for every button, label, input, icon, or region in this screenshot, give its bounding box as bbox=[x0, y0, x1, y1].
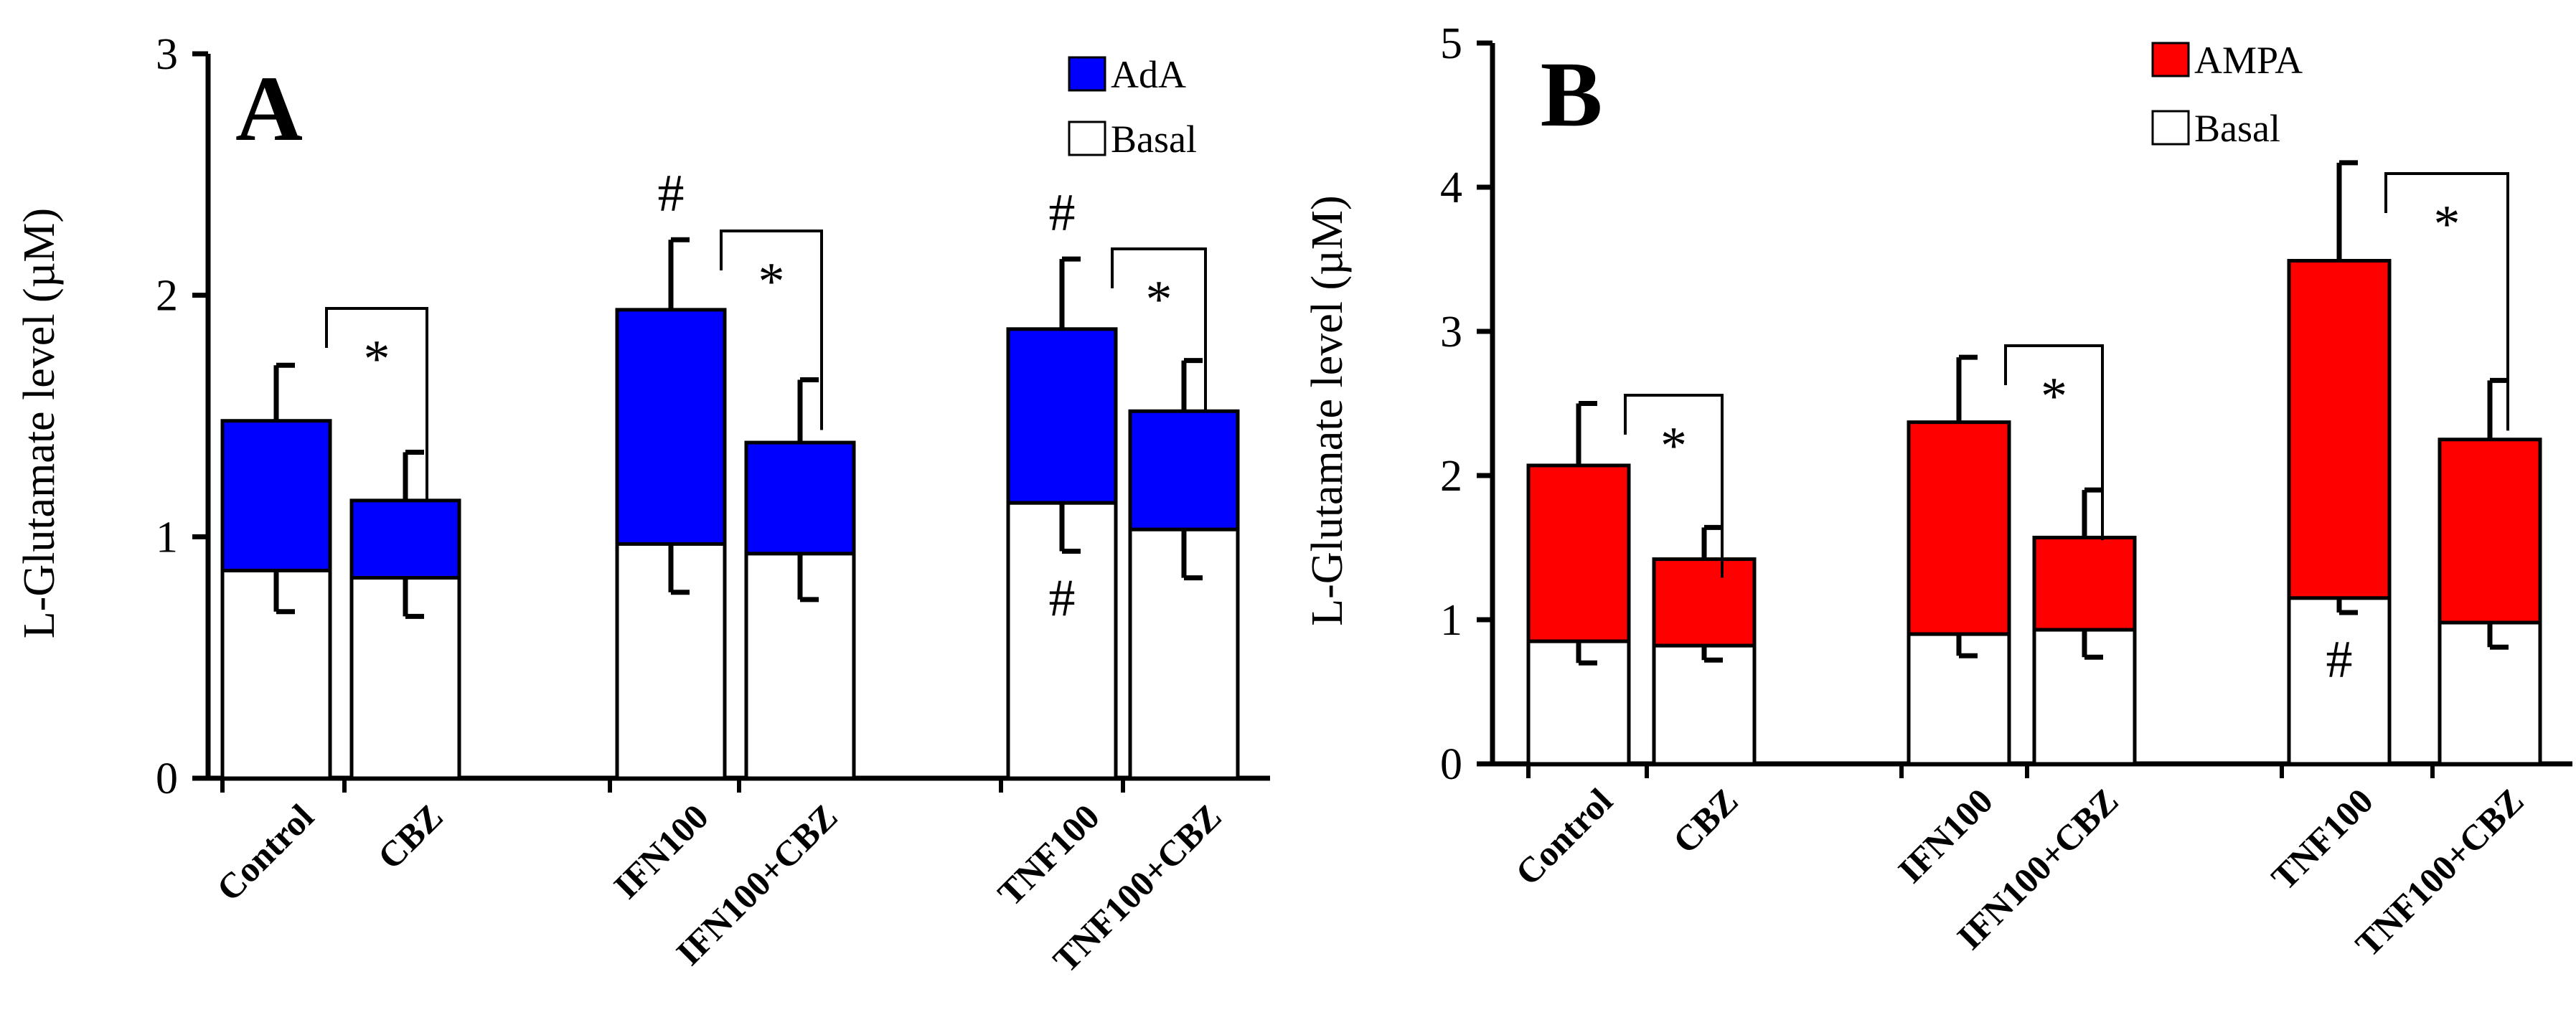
significance-bracket bbox=[2004, 344, 2104, 541]
bar-ampa bbox=[1652, 557, 1757, 648]
bar-ada bbox=[349, 498, 461, 580]
x-tick-label: Control bbox=[1508, 780, 1620, 893]
significance-star: * bbox=[758, 252, 785, 311]
legend-swatch-basal bbox=[2151, 110, 2190, 146]
significance-star: * bbox=[1660, 417, 1687, 476]
significance-bracket bbox=[1624, 394, 1724, 578]
y-axis-label: L-Glutamate level (µM) bbox=[15, 208, 64, 638]
y-tick-label: 5 bbox=[1440, 19, 1462, 68]
x-tick-label: CBZ bbox=[370, 796, 450, 876]
bar-ampa bbox=[1526, 463, 1631, 643]
hash-mark: # bbox=[1049, 570, 1076, 628]
bar-ada bbox=[615, 308, 727, 546]
y-tick-label: 2 bbox=[1440, 452, 1462, 501]
bar-ada bbox=[744, 440, 856, 556]
y-tick-label: 1 bbox=[1440, 596, 1462, 645]
bar-ampa bbox=[2032, 535, 2137, 632]
significance-bracket bbox=[1111, 247, 1207, 411]
legend: AMPA Basal bbox=[2151, 39, 2303, 150]
panel-label: A bbox=[235, 57, 303, 161]
chart-panel-a: 0 1 2 3 L-Glutamate level (µM) Control CBZ IFN1… bbox=[15, 30, 1270, 980]
x-tick-label: IFN100 bbox=[606, 796, 716, 907]
bar-basal bbox=[1128, 527, 1240, 780]
legend-swatch-ampa bbox=[2151, 42, 2190, 77]
x-tick-label: TNF100 bbox=[2263, 780, 2380, 897]
significance-bracket bbox=[325, 307, 428, 503]
significance-star: * bbox=[1146, 270, 1172, 329]
hash-mark: # bbox=[2326, 630, 2353, 689]
panel-label: B bbox=[1541, 43, 1603, 146]
y-axis-label: L-Glutamate level (µM) bbox=[1303, 195, 1352, 625]
x-tick-label: TNF100 bbox=[989, 796, 1106, 913]
y-tick-label: 4 bbox=[1440, 164, 1462, 212]
bar-ampa bbox=[2438, 438, 2542, 625]
significance-star: * bbox=[2041, 367, 2067, 426]
bar-ada bbox=[220, 419, 332, 572]
bar-ada bbox=[1128, 409, 1240, 531]
legend-label: Basal bbox=[1111, 118, 1197, 161]
bar-ampa bbox=[2287, 259, 2392, 600]
hash-mark: # bbox=[658, 164, 685, 223]
significance-star: * bbox=[2434, 195, 2460, 254]
y-tick-label: 2 bbox=[156, 272, 178, 321]
y-tick-label: 0 bbox=[156, 755, 178, 803]
x-tick-label: Control bbox=[209, 796, 321, 909]
chart-panel-b: 0 1 2 3 4 5 L-Glutamate level (µM) Control CBZ IF… bbox=[1303, 19, 2572, 964]
x-tick-label: CBZ bbox=[1665, 780, 1745, 861]
y-tick-label: 0 bbox=[1440, 740, 1462, 789]
legend: AdA Basal bbox=[1068, 53, 1197, 161]
x-tick-label: IFN100 bbox=[1890, 780, 2001, 891]
legend-label: AMPA bbox=[2194, 39, 2303, 82]
legend-swatch-ada bbox=[1068, 56, 1106, 92]
bar-basal bbox=[2287, 596, 2392, 766]
bar-basal bbox=[1652, 643, 1757, 766]
y-tick-label: 1 bbox=[156, 513, 178, 562]
legend-swatch-basal bbox=[1068, 120, 1106, 156]
y-tick-label: 3 bbox=[1440, 308, 1462, 356]
y-tick-label: 3 bbox=[156, 30, 178, 79]
legend-label: AdA bbox=[1111, 53, 1186, 96]
bar-ada bbox=[1006, 327, 1118, 505]
legend-label: Basal bbox=[2194, 107, 2280, 150]
significance-bracket bbox=[720, 230, 823, 430]
bar-ampa bbox=[1907, 420, 2011, 636]
hash-mark: # bbox=[1049, 184, 1076, 242]
significance-star: * bbox=[364, 330, 390, 389]
significance-bracket bbox=[2384, 172, 2509, 431]
